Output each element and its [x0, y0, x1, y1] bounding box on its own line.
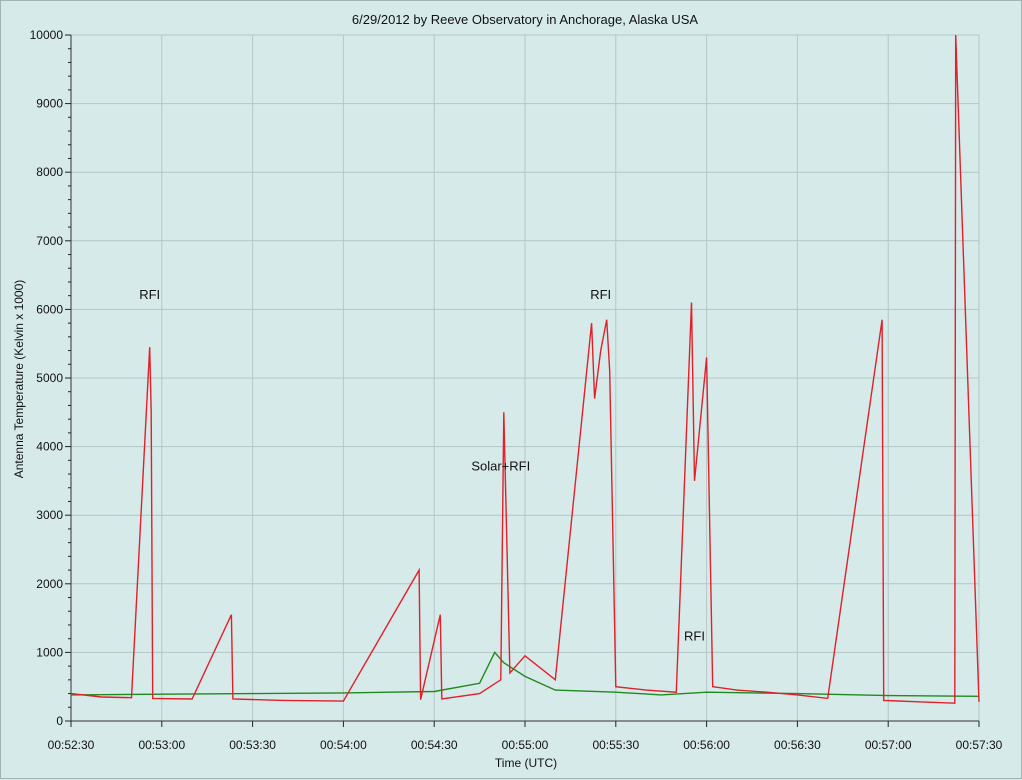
x-tick-label: 00:53:00 [138, 738, 185, 752]
x-tick-label: 00:56:00 [683, 738, 730, 752]
plot-area: 0 1000 2000 3000 4000 5000 6000 7000 8000 9000 100… [30, 28, 1003, 752]
y-tick-label: 1000 [36, 645, 63, 659]
x-tick-label: 00:55:30 [592, 738, 639, 752]
annotation-label: Solar+RFI [471, 459, 530, 474]
x-tick-label: 00:56:30 [774, 738, 821, 752]
annotation-label: RFI [590, 287, 611, 302]
y-tick-label: 8000 [36, 165, 63, 179]
chart-title: 6/29/2012 by Reeve Observatory in Anchor… [352, 12, 698, 27]
y-tick-label: 7000 [36, 234, 63, 248]
series-green-line [70, 651, 980, 697]
x-tick-label: 00:57:30 [956, 738, 1003, 752]
x-tick-label: 00:54:00 [320, 738, 367, 752]
y-tick-label: 10000 [30, 28, 64, 42]
x-axis-label: Time (UTC) [495, 756, 557, 770]
y-tick-label: 6000 [36, 302, 63, 316]
y-tick-label: 3000 [36, 508, 63, 522]
y-axis-label: Antenna Temperature (Kelvin x 1000) [12, 280, 26, 479]
series-red-line [70, 34, 980, 704]
y-tick-label: 4000 [36, 440, 63, 454]
y-tick-label: 5000 [36, 371, 63, 385]
x-tick-label: 00:57:00 [865, 738, 912, 752]
y-tick-label: 0 [56, 714, 63, 728]
y-tick-label: 9000 [36, 97, 63, 111]
x-tick-label: 00:53:30 [229, 738, 276, 752]
annotation-label: RFI [684, 629, 705, 644]
x-tick-label: 00:52:30 [48, 738, 95, 752]
y-tick-label: 2000 [36, 577, 63, 591]
x-tick-label: 00:55:00 [502, 738, 549, 752]
x-tick-label: 00:54:30 [411, 738, 458, 752]
annotation-label: RFI [139, 287, 160, 302]
